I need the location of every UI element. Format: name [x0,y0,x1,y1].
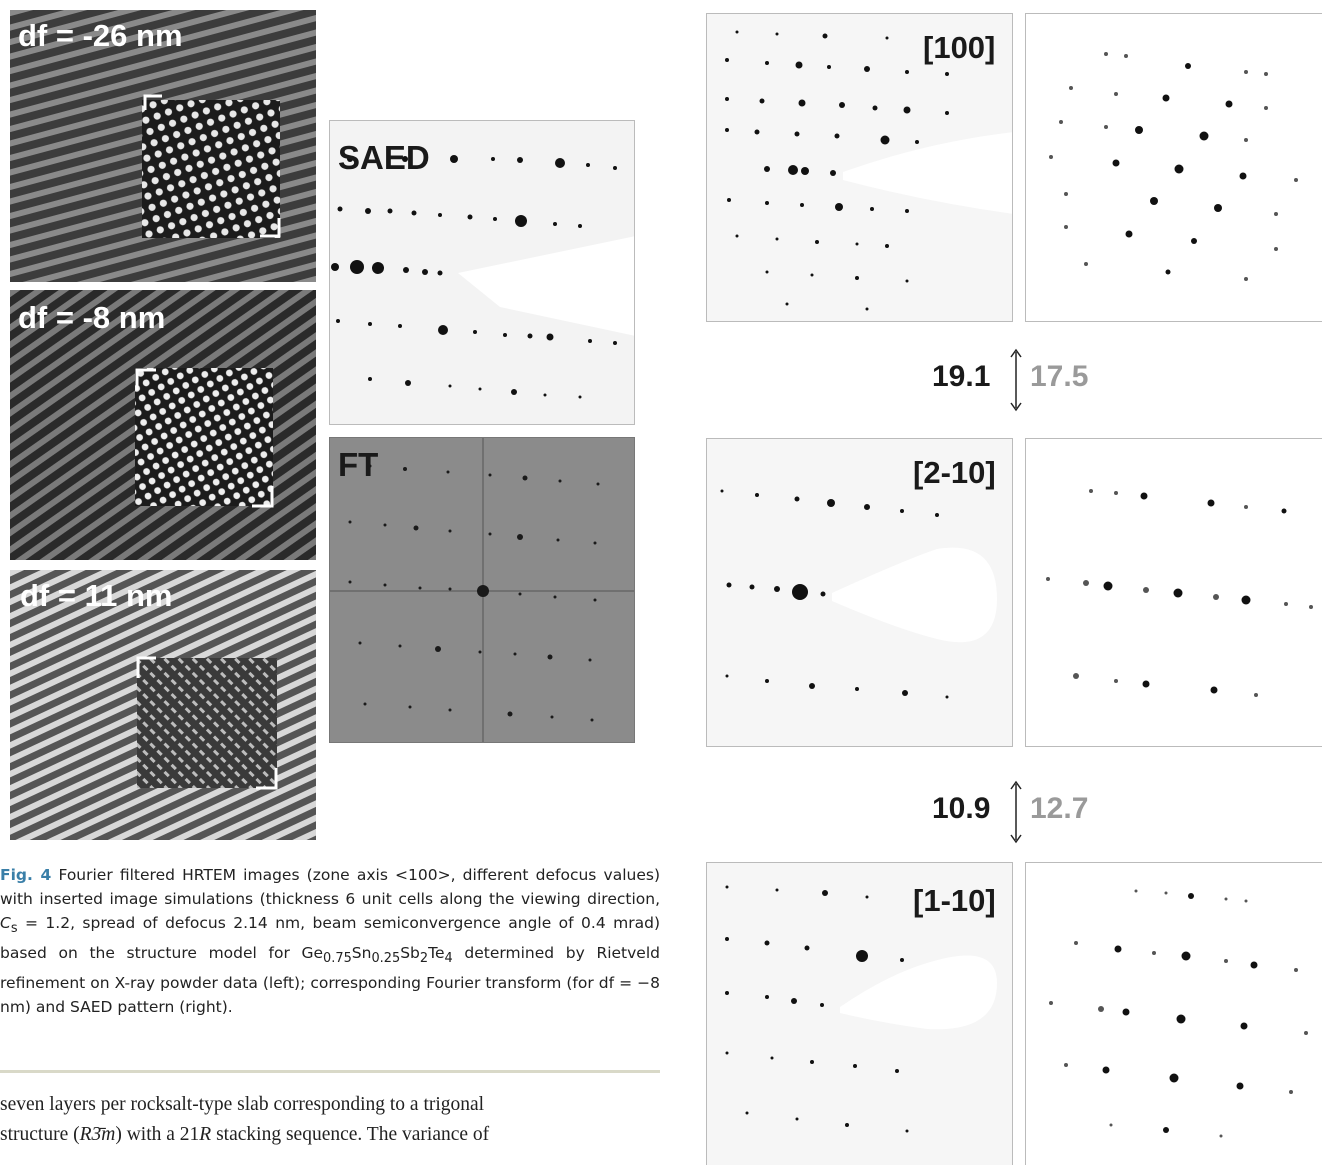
formula-element: Sn [351,944,372,963]
ratio-simulated: 12.7 [1030,792,1089,825]
stacking-symbol: R [199,1124,212,1145]
saed-pattern [331,155,634,399]
ft-pattern [330,438,634,742]
diffraction-pattern [725,30,1012,311]
body-text-fragment: stacking sequence. The variance of [211,1124,490,1145]
ratio-2: 10.9 [932,792,990,826]
zone-panel-210-simulated [1025,438,1322,747]
zone-panel-100-simulated [1025,13,1322,322]
ft-panel: FT [329,437,635,743]
hrtem-panel-1: df = -26 nm [10,10,316,282]
double-arrow-icon [1010,348,1022,412]
figure-caption: Fig. 4 Fourier filtered HRTEM images (zo… [0,863,660,1019]
zone-panel-210-experimental: [2-10] [706,438,1013,747]
hrtem-image-1 [10,10,316,282]
body-paragraph: seven layers per rocksalt-type slab corr… [0,1090,660,1150]
simulated-pattern [1049,889,1308,1138]
defocus-label: df = -8 nm [18,300,166,335]
body-line: seven layers per rocksalt-type slab corr… [0,1094,485,1115]
ratio-measured: 10.9 [932,792,991,825]
caption-cs-sub: s [10,921,18,937]
ratio-simulated: 17.5 [1030,360,1089,393]
hrtem-panel-2: df = -8 nm [10,290,316,560]
hrtem-image-2 [10,290,316,560]
caption-text-2: = 1.2, spread of defocus 2.14 nm, beam s… [0,914,660,963]
zone-axis-label: [100] [923,30,996,65]
defocus-label: df = 11 nm [20,578,173,613]
saed-panel: SAED [329,120,635,425]
formula-sub: 0.25 [371,951,401,967]
ratio-1: 19.1 [932,360,990,394]
space-group-symbol: R3̄m [79,1124,116,1145]
formula-element: Sb [400,944,420,963]
caption-text-3: determined by Rietveld refinement on X-r… [0,944,660,1017]
hrtem-image-3 [10,570,316,840]
body-text-fragment: structure ( [0,1124,80,1145]
simulated-pattern [1046,489,1313,697]
formula-element: Te [428,944,445,963]
body-text-fragment: ) with a 21 [115,1124,200,1145]
diffraction-pattern [725,885,997,1133]
simulated-pattern [1049,52,1298,281]
figure-number: Fig. 4 [0,866,52,884]
ratio-1-sim: 17.5 [1030,360,1088,394]
defocus-label: df = -26 nm [18,18,183,53]
diffraction-pattern [720,489,997,699]
ratio-2-sim: 12.7 [1030,792,1088,826]
hrtem-panel-3: df = 11 nm [10,570,316,840]
zone-panel-110-simulated [1025,862,1322,1165]
body-line: structure (R3̄m) with a 21R stacking seq… [0,1120,660,1150]
zone-axis-label: [2-10] [913,455,996,490]
double-arrow-icon [1010,780,1022,844]
formula-sub: 0.75 [323,951,352,967]
saed-label: SAED [338,139,430,176]
formula-sub: 2 [419,951,429,967]
caption-cs: C [0,914,11,932]
zone-axis-label: [1-10] [913,883,996,918]
ratio-measured: 19.1 [932,360,991,393]
zone-panel-100-experimental: [100] [706,13,1013,322]
zone-panel-110-experimental: [1-10] [706,862,1013,1165]
formula-sub: 4 [444,951,453,967]
ft-label: FT [338,446,379,483]
caption-text-1: Fourier filtered HRTEM images (zone axis… [0,866,660,908]
section-divider [0,1070,660,1073]
